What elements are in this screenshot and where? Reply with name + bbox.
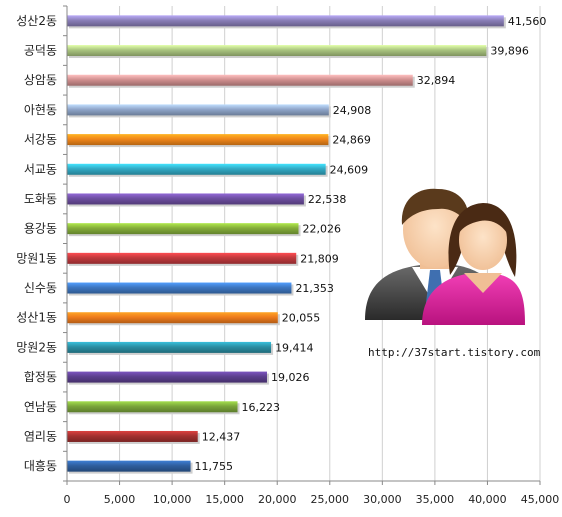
watermark-url: http://37start.tistory.com: [368, 346, 541, 359]
bar: [67, 45, 487, 57]
category-label: 서교동: [24, 162, 57, 176]
x-tick-label: 15,000: [205, 493, 244, 506]
value-label: 24,609: [330, 163, 369, 176]
category-label: 서강동: [24, 133, 57, 147]
value-label: 24,908: [333, 104, 372, 117]
category-label: 망원1동: [16, 251, 57, 265]
bar: [67, 371, 267, 383]
x-tick-label: 45,000: [521, 493, 560, 506]
value-label: 16,223: [242, 401, 281, 414]
bar: [67, 193, 304, 205]
bar: [67, 312, 278, 324]
value-label: 21,353: [295, 282, 334, 295]
x-tick-label: 5,000: [104, 493, 136, 506]
value-label: 22,026: [303, 223, 342, 236]
bar: [67, 74, 413, 86]
bars: [67, 15, 506, 474]
category-label: 대흥동: [24, 459, 57, 473]
value-label: 21,809: [300, 252, 339, 265]
value-label: 12,437: [202, 430, 241, 443]
category-label: 망원2동: [16, 340, 57, 354]
x-tick-label: 10,000: [153, 493, 192, 506]
x-tick-label: 35,000: [416, 493, 455, 506]
x-tick-label: 20,000: [258, 493, 297, 506]
bar: [67, 401, 238, 413]
people-icon: [365, 188, 525, 325]
labels: 성산2동 41,560 공덕동 39,896 상암동 32,894 아현동 24,908 서강동…: [16, 14, 546, 473]
value-label: 24,869: [332, 134, 371, 147]
value-label: 22,538: [308, 193, 347, 206]
category-label: 공덕동: [24, 44, 57, 58]
bar: [67, 15, 504, 27]
value-label: 11,755: [195, 460, 234, 473]
category-label: 아현동: [24, 103, 57, 117]
category-label: 신수동: [24, 281, 57, 295]
axes: 0 5,000 10,000 15,000 20,000 25,000 30,000 35,0…: [63, 5, 560, 506]
bar: [67, 163, 326, 175]
female-figure-icon: [422, 203, 525, 325]
category-label: 염리동: [24, 429, 57, 443]
category-label: 연남동: [24, 400, 57, 414]
x-tick-label: 30,000: [363, 493, 402, 506]
value-label: 19,414: [275, 341, 314, 354]
bar: [67, 252, 297, 264]
category-label: 상암동: [24, 73, 57, 87]
bar: [67, 134, 329, 146]
category-label: 합정동: [24, 370, 57, 384]
category-label: 용강동: [24, 222, 57, 236]
value-label: 20,055: [282, 312, 321, 325]
value-label: 32,894: [417, 74, 456, 87]
x-tick-label: 40,000: [468, 493, 507, 506]
category-label: 성산2동: [16, 14, 57, 28]
bar: [67, 104, 329, 116]
bar: [67, 430, 198, 442]
x-tick-label: 0: [64, 493, 71, 506]
category-label: 성산1동: [16, 311, 57, 325]
bar: [67, 282, 292, 294]
category-label: 도화동: [24, 192, 57, 206]
bar: [67, 460, 191, 472]
bar: [67, 341, 272, 353]
bar: [67, 223, 299, 235]
value-label: 19,026: [271, 371, 310, 384]
value-label: 39,896: [490, 45, 529, 58]
x-tick-label: 25,000: [311, 493, 350, 506]
value-label: 41,560: [508, 15, 547, 28]
